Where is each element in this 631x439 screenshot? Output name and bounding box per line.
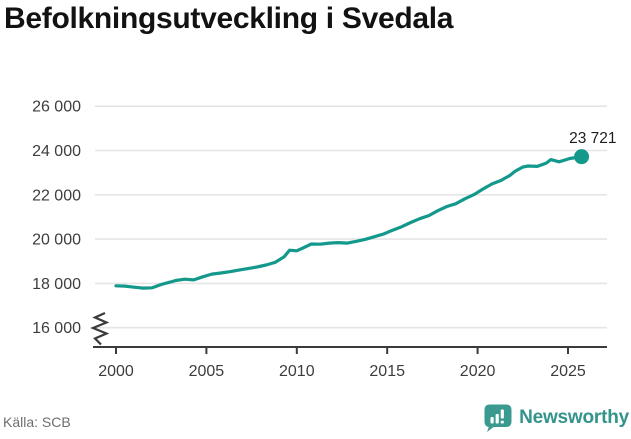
y-tick-label: 24 000 <box>32 143 81 160</box>
y-tick-label: 18 000 <box>32 276 81 293</box>
y-tick-label: 16 000 <box>32 320 81 337</box>
gridlines <box>95 105 607 329</box>
x-tick-label: 2010 <box>279 363 315 380</box>
source-label: Källa: SCB <box>3 414 71 430</box>
y-tick-label: 22 000 <box>32 187 81 204</box>
bar-chart-glyph <box>490 409 504 424</box>
x-tick-label: 2005 <box>189 363 225 380</box>
x-tick-label: 2025 <box>550 363 586 380</box>
x-tick-label: 2015 <box>369 363 405 380</box>
x-axis-labels: 2000 2005 2010 2015 2020 2025 <box>98 363 586 380</box>
latest-point-marker <box>574 149 590 165</box>
footer: Källa: SCB Newsworthy <box>0 401 631 433</box>
x-axis <box>93 346 607 354</box>
page-title: Befolkningsutveckling i Svedala <box>4 2 454 35</box>
x-tick-label: 2020 <box>460 363 496 380</box>
latest-value-label: 23 721 <box>569 130 616 147</box>
y-axis-break-icon <box>90 311 110 346</box>
brand-name: Newsworthy <box>519 407 629 428</box>
x-tick-label: 2000 <box>98 363 134 380</box>
y-axis-labels: 26 000 24 000 22 000 20 000 18 000 16 000 <box>32 99 81 338</box>
newsworthy-logo: Newsworthy <box>483 403 629 433</box>
y-tick-label: 20 000 <box>32 232 81 249</box>
newsworthy-icon <box>484 404 512 432</box>
population-line <box>114 155 584 290</box>
y-tick-label: 26 000 <box>32 99 81 116</box>
